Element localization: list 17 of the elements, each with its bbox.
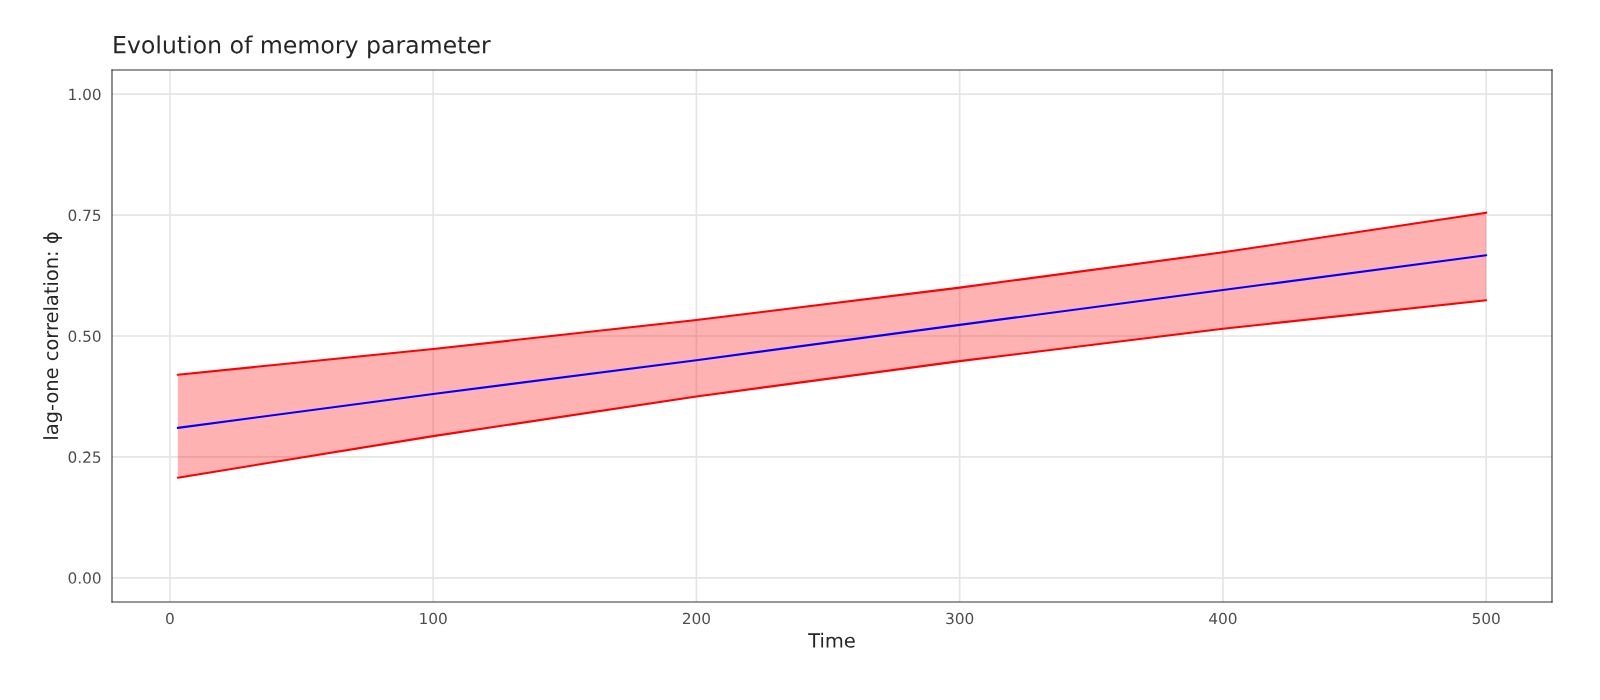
x-axis-title: Time [808, 632, 855, 648]
y-tick-label: 0.25 [68, 451, 101, 463]
line-series [176, 299, 1488, 479]
x-tick-label: 0 [166, 612, 174, 625]
y-tick-label: 0.50 [68, 330, 101, 343]
y-tick-label: 0.00 [68, 572, 101, 584]
x-tick-label: 400 [1209, 612, 1237, 625]
line-series [176, 211, 1488, 376]
y-tick-label: 0.75 [68, 209, 101, 222]
x-tick-label: 200 [682, 612, 710, 625]
x-tick-label: 500 [1472, 612, 1500, 625]
chart-title: Evolution of memory parameter [114, 35, 491, 59]
x-tick-label: 100 [420, 612, 447, 625]
y-tick-label: 1.00 [69, 88, 101, 101]
x-tick-label: 300 [946, 612, 974, 625]
y-axis-title: lag-one correlation: ϕ [43, 232, 63, 439]
line-series [176, 254, 1488, 429]
